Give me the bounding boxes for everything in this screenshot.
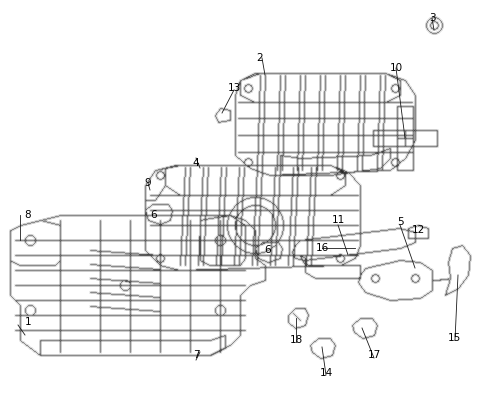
Text: 8: 8 <box>24 210 31 220</box>
Text: 12: 12 <box>411 225 425 235</box>
Text: 13: 13 <box>228 83 240 93</box>
Text: 6: 6 <box>151 210 157 220</box>
Text: 7: 7 <box>192 350 199 360</box>
Text: 6: 6 <box>264 245 271 255</box>
Text: 14: 14 <box>319 368 333 378</box>
Text: 16: 16 <box>315 243 329 253</box>
Text: 4: 4 <box>192 158 199 168</box>
Text: 17: 17 <box>367 350 381 360</box>
Text: 10: 10 <box>389 63 403 73</box>
Text: 5: 5 <box>396 217 403 227</box>
Text: 9: 9 <box>144 178 151 188</box>
Text: 15: 15 <box>447 333 461 343</box>
Text: 18: 18 <box>289 335 302 345</box>
Text: 2: 2 <box>257 53 264 63</box>
Text: 11: 11 <box>331 215 345 225</box>
Text: 1: 1 <box>24 317 31 327</box>
Text: 3: 3 <box>429 13 435 23</box>
